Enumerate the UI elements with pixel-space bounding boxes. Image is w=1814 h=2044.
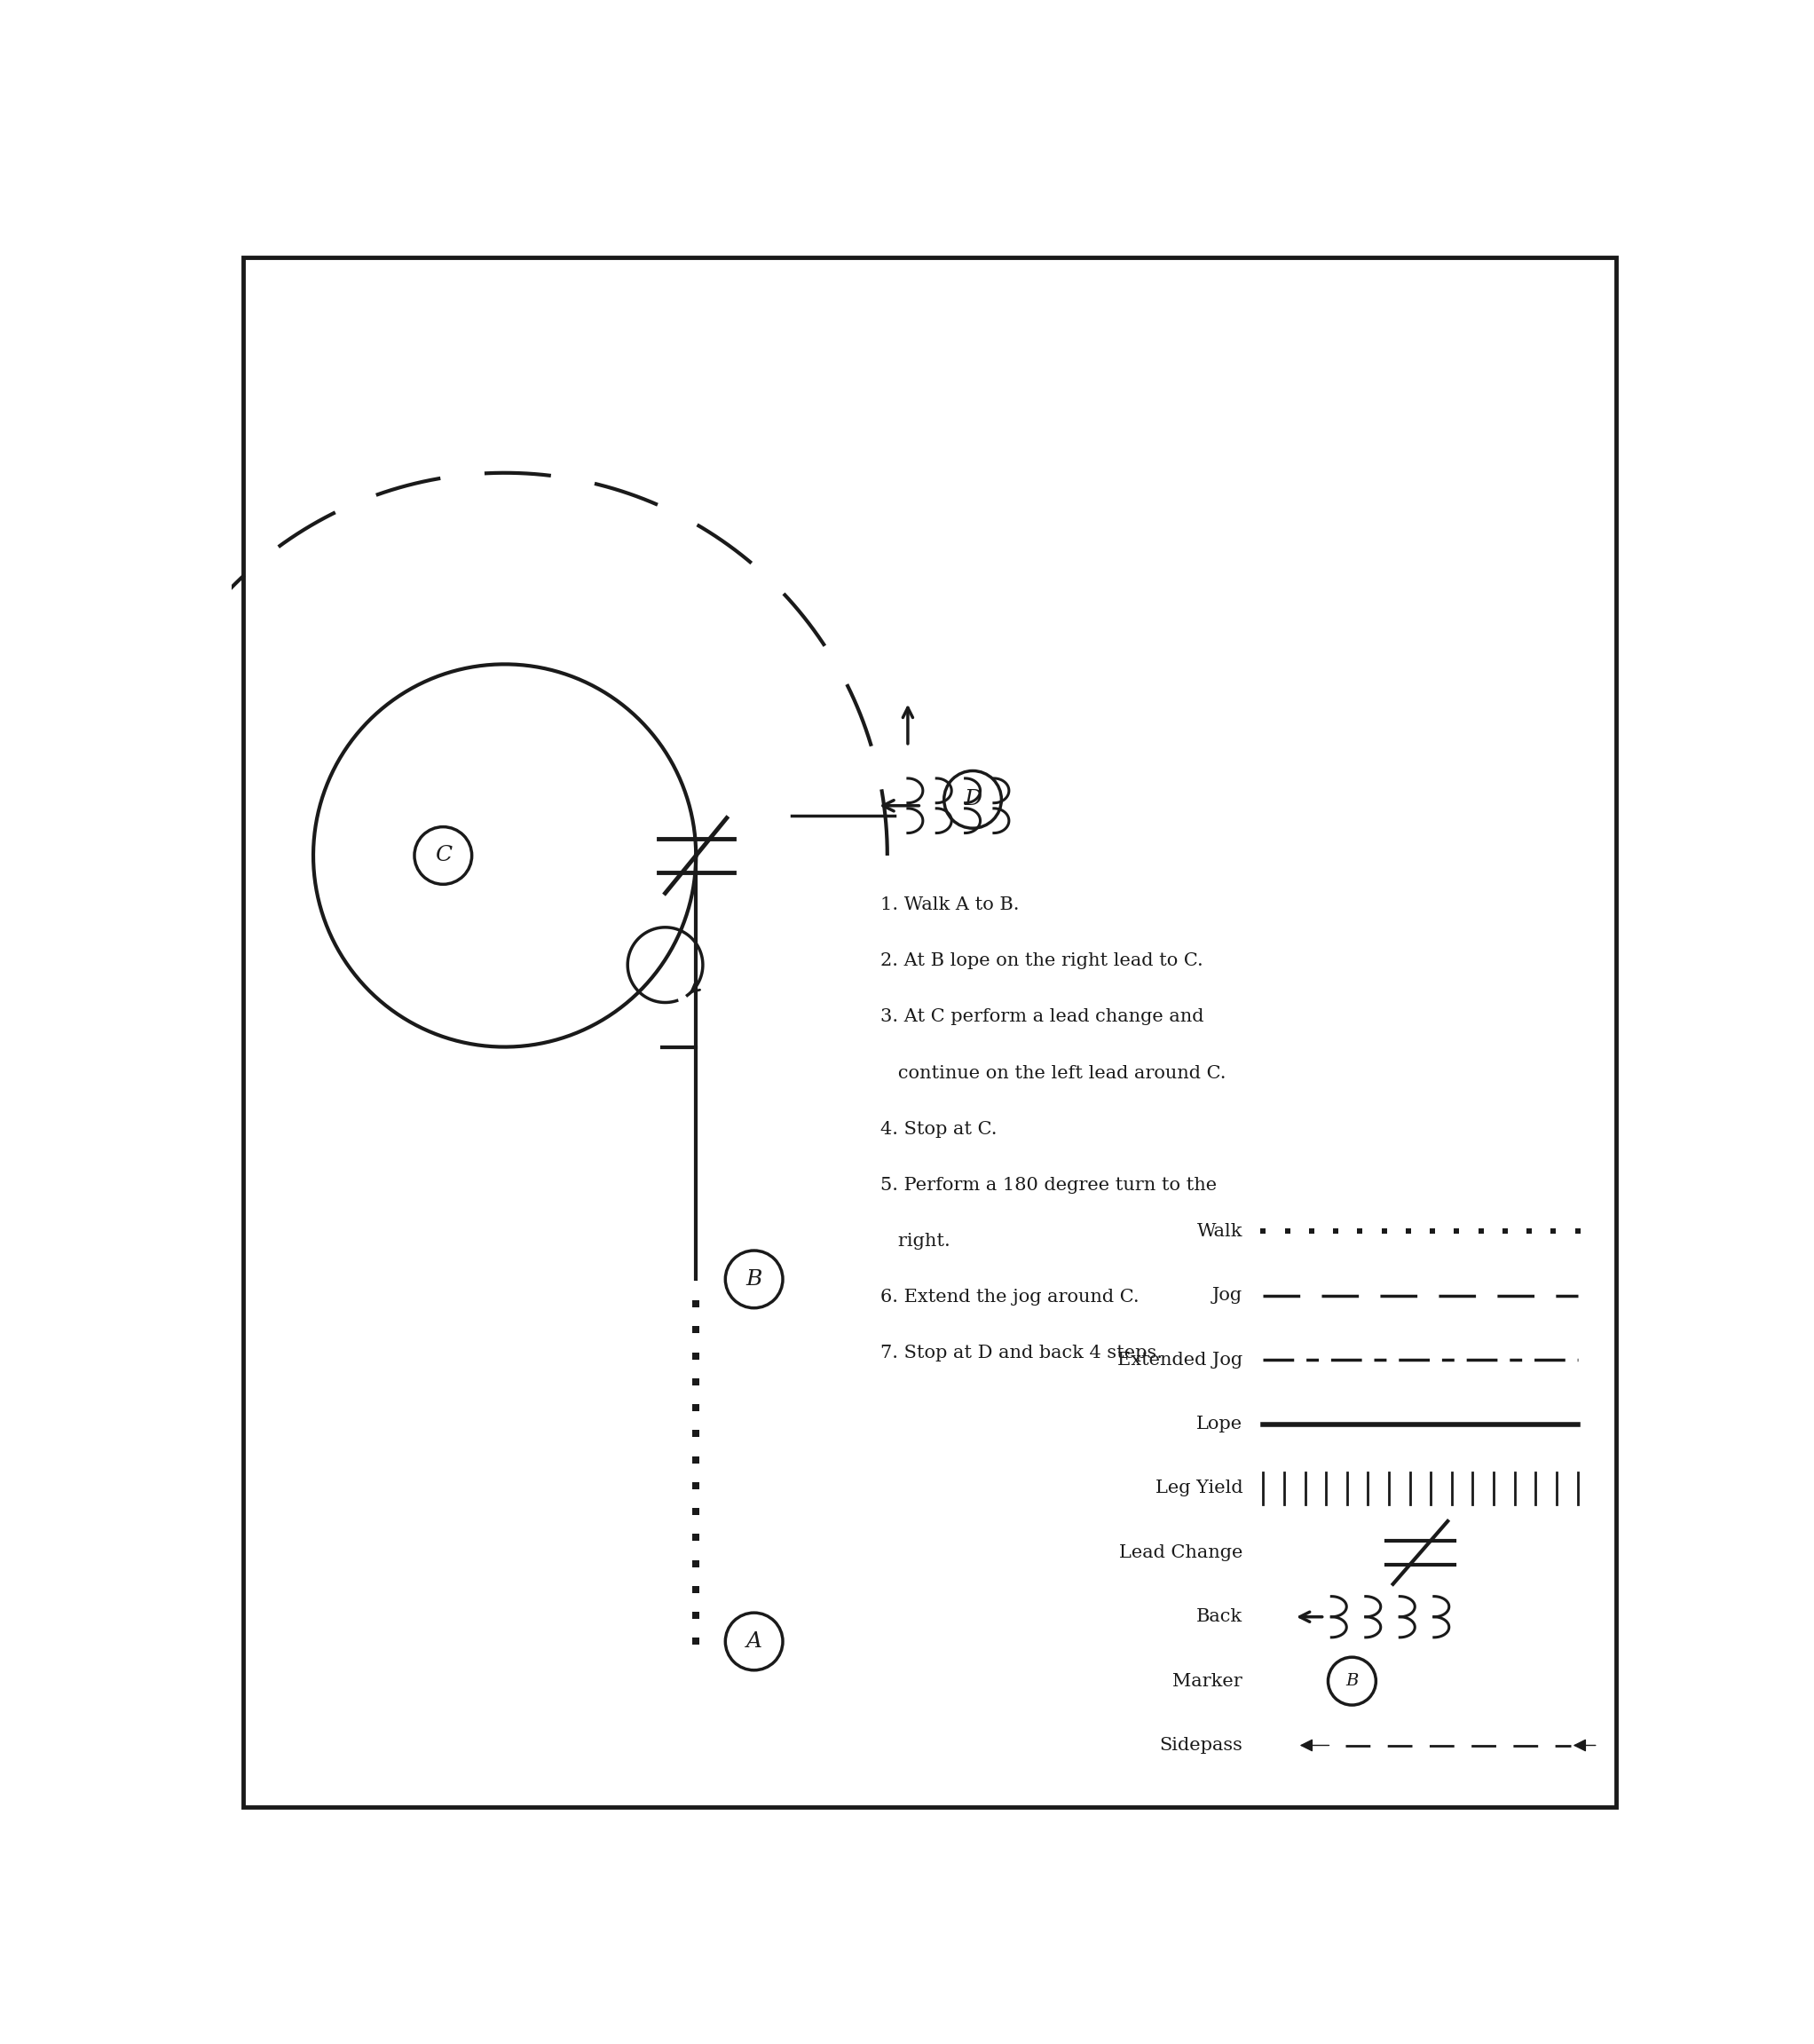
Text: C: C [435,846,452,867]
Text: 3. At C perform a lead change and: 3. At C perform a lead change and [880,1008,1204,1026]
Text: 5. Perform a 180 degree turn to the: 5. Perform a 180 degree turn to the [880,1177,1217,1194]
Text: Leg Yield: Leg Yield [1156,1480,1243,1496]
Text: continue on the left lead around C.: continue on the left lead around C. [880,1065,1226,1081]
Text: Back: Back [1197,1609,1243,1625]
Text: Lope: Lope [1197,1416,1243,1433]
Text: 1. Walk A to B.: 1. Walk A to B. [880,897,1019,914]
Text: 7. Stop at D and back 4 steps.: 7. Stop at D and back 4 steps. [880,1345,1163,1361]
Text: B: B [1346,1674,1359,1688]
Text: Jog: Jog [1212,1288,1243,1304]
Text: Extended Jog: Extended Jog [1117,1351,1243,1367]
Text: B: B [746,1269,762,1290]
Text: 6. Extend the jog around C.: 6. Extend the jog around C. [880,1290,1139,1306]
Text: Lead Change: Lead Change [1119,1543,1243,1562]
Text: A: A [746,1631,762,1652]
Text: right.: right. [880,1233,951,1249]
Text: Walk: Walk [1197,1222,1243,1241]
Text: D: D [963,789,981,809]
Text: 2. At B lope on the right lead to C.: 2. At B lope on the right lead to C. [880,953,1203,969]
Text: Marker: Marker [1174,1672,1243,1690]
Text: Sidepass: Sidepass [1159,1737,1243,1754]
Text: 4. Stop at C.: 4. Stop at C. [880,1120,998,1139]
